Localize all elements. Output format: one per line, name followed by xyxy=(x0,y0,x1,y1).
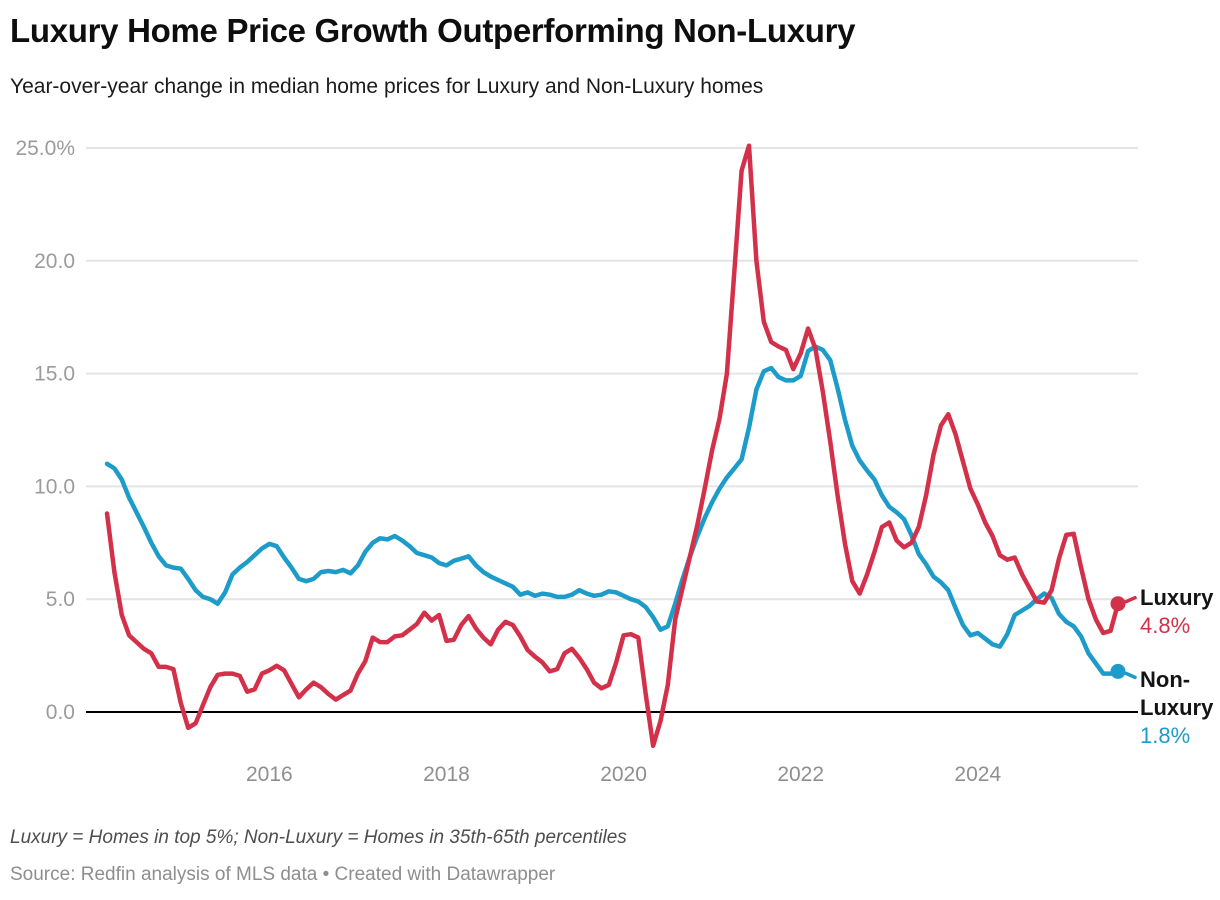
y-axis-tick-label: 5.0 xyxy=(46,588,75,611)
luxury-latest-value: 4.8% xyxy=(1140,613,1191,638)
non-luxury-end-label: Non-Luxury 1.8% xyxy=(1140,666,1218,750)
x-axis-tick-label: 2022 xyxy=(777,763,824,786)
non-luxury-series-name: Non-Luxury xyxy=(1140,667,1214,720)
leader-dash xyxy=(1124,595,1137,604)
non-luxury-end-dot xyxy=(1110,663,1126,679)
chart-source-line: Source: Redfin analysis of MLS data • Cr… xyxy=(10,864,556,885)
luxury-end-label: Luxury 4.8% xyxy=(1140,584,1218,640)
luxury-line xyxy=(104,143,1121,749)
luxury-end-dot xyxy=(1110,596,1126,612)
chart-footnote: Luxury = Homes in top 5%; Non-Luxury = H… xyxy=(10,827,627,848)
non-luxury-latest-value: 1.8% xyxy=(1140,723,1191,748)
x-axis-tick-label: 2016 xyxy=(246,763,293,786)
y-axis-tick-label: 15.0 xyxy=(34,363,75,386)
luxury-series-name: Luxury xyxy=(1140,585,1214,610)
x-axis-tick-label: 2020 xyxy=(600,763,647,786)
x-axis-tick-label: 2018 xyxy=(423,763,470,786)
y-axis-tick-label: 10.0 xyxy=(34,475,75,498)
chart-subtitle: Year-over-year change in median home pri… xyxy=(10,75,764,98)
y-axis-tick-label: 20.0 xyxy=(34,250,75,273)
y-axis-tick-label: 0.0 xyxy=(46,701,75,724)
page-title: Luxury Home Price Growth Outperforming N… xyxy=(10,12,856,49)
y-axis-tick-label: 25.0% xyxy=(15,137,75,160)
x-axis-tick-label: 2024 xyxy=(954,763,1001,786)
non-luxury-line xyxy=(104,344,1121,676)
leader-dash xyxy=(1124,671,1137,680)
